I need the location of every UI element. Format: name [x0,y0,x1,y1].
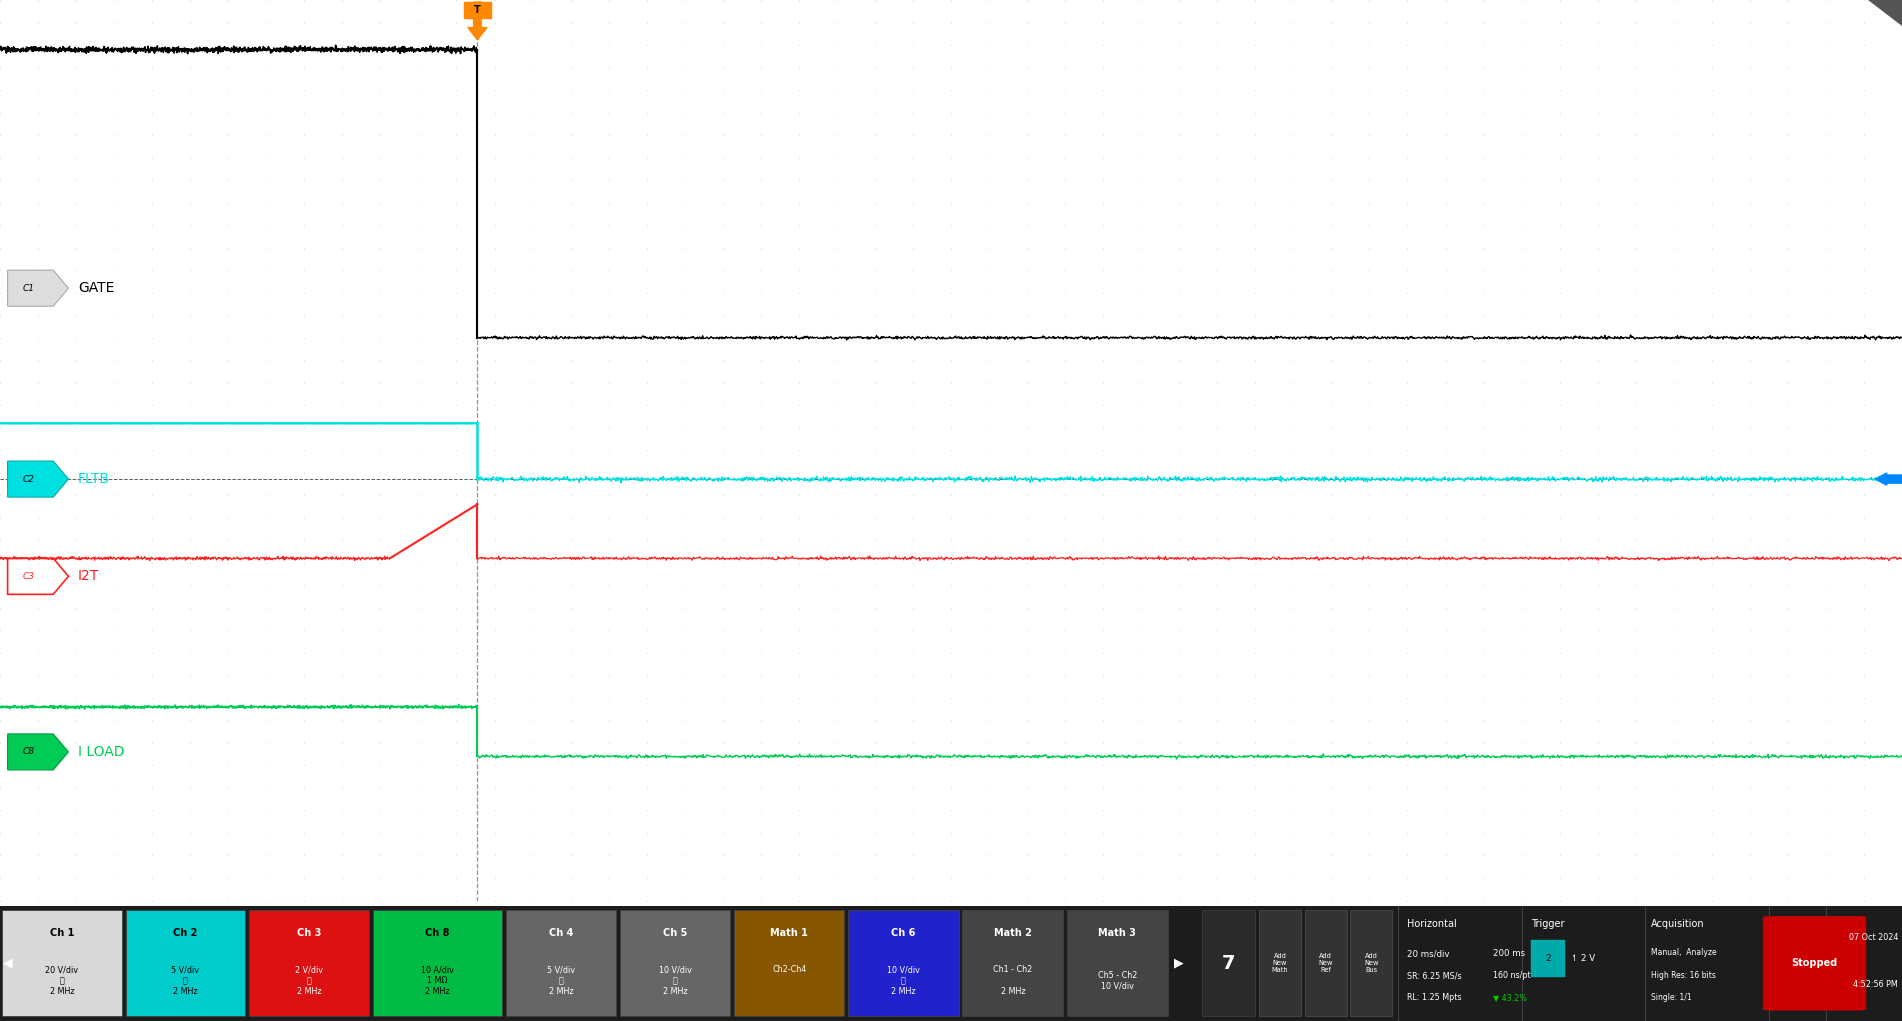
FancyBboxPatch shape [1202,911,1255,1016]
FancyBboxPatch shape [1305,911,1347,1016]
Polygon shape [8,461,68,497]
FancyBboxPatch shape [1259,911,1301,1016]
Text: Ch 2: Ch 2 [173,928,198,938]
Text: 2 V/div
⨽
2 MHz: 2 V/div ⨽ 2 MHz [295,965,323,996]
Text: C1: C1 [23,284,34,293]
Text: 200 ms: 200 ms [1493,950,1525,959]
Text: Ch5 - Ch2
10 V/div: Ch5 - Ch2 10 V/div [1097,971,1137,990]
FancyBboxPatch shape [2,911,122,1016]
Text: Ch1 - Ch2

2 MHz: Ch1 - Ch2 2 MHz [993,965,1033,996]
Text: Acquisition: Acquisition [1651,920,1704,929]
Text: Math 3: Math 3 [1099,928,1135,938]
Text: Single: 1/1: Single: 1/1 [1651,993,1691,1003]
Text: Ch 8: Ch 8 [426,928,449,938]
Text: 07 Oct 2024: 07 Oct 2024 [1849,933,1898,942]
Text: I2T: I2T [78,570,99,583]
Text: FLTB: FLTB [78,472,110,486]
Text: ◀: ◀ [4,957,13,970]
FancyBboxPatch shape [1067,911,1168,1016]
Text: 7: 7 [1221,954,1236,973]
Text: ▶: ▶ [1174,957,1183,970]
FancyBboxPatch shape [848,911,959,1016]
Polygon shape [8,734,68,770]
Text: 10 V/div
⨽
2 MHz: 10 V/div ⨽ 2 MHz [886,965,921,996]
Text: 5 V/div
⨽
2 MHz: 5 V/div ⨽ 2 MHz [548,965,574,996]
FancyBboxPatch shape [620,911,730,1016]
Text: RL: 1.25 Mpts: RL: 1.25 Mpts [1407,993,1463,1003]
Text: 160 ns/pt: 160 ns/pt [1493,971,1531,980]
FancyBboxPatch shape [506,911,616,1016]
Text: Math 1: Math 1 [770,928,808,938]
Text: Ch 4: Ch 4 [550,928,573,938]
Text: Ch 6: Ch 6 [892,928,915,938]
Polygon shape [8,271,68,306]
Text: Trigger: Trigger [1531,920,1565,929]
FancyBboxPatch shape [1763,917,1866,1010]
Text: Ch 3: Ch 3 [297,928,321,938]
FancyBboxPatch shape [962,911,1063,1016]
Text: C2: C2 [23,475,34,484]
Text: 20 ms/div: 20 ms/div [1407,950,1449,959]
Text: C3: C3 [23,572,34,581]
Text: 2: 2 [1546,955,1550,963]
Text: 20 V/div
⨽
2 MHz: 20 V/div ⨽ 2 MHz [46,965,78,996]
FancyBboxPatch shape [373,911,502,1016]
Text: 4:52:56 PM: 4:52:56 PM [1853,979,1898,988]
Text: High Res: 16 bits: High Res: 16 bits [1651,971,1716,980]
Text: ↿ 2 V: ↿ 2 V [1571,955,1596,963]
Text: GATE: GATE [78,281,114,295]
Text: 10 A/div
1 MΩ
2 MHz: 10 A/div 1 MΩ 2 MHz [420,965,455,996]
Text: Ch 5: Ch 5 [664,928,687,938]
Text: C8: C8 [23,747,34,757]
Text: Add
New
Math: Add New Math [1272,954,1288,973]
Text: 5 V/div
⨽
2 MHz: 5 V/div ⨽ 2 MHz [171,965,200,996]
Text: Ch2-Ch4: Ch2-Ch4 [772,965,806,996]
Text: I LOAD: I LOAD [78,745,124,759]
Text: Add
New
Ref: Add New Ref [1318,954,1333,973]
Text: Manual,  Analyze: Manual, Analyze [1651,949,1718,958]
Text: Stopped: Stopped [1792,959,1837,968]
Text: Horizontal: Horizontal [1407,920,1457,929]
FancyBboxPatch shape [734,911,844,1016]
Text: ▼ 43.2%: ▼ 43.2% [1493,993,1527,1003]
FancyBboxPatch shape [1531,940,1565,977]
Text: Ch 1: Ch 1 [49,928,74,938]
FancyBboxPatch shape [1350,911,1392,1016]
FancyBboxPatch shape [249,911,369,1016]
Text: Add
New
Bus: Add New Bus [1364,954,1379,973]
FancyBboxPatch shape [126,911,245,1016]
Text: SR: 6.25 MS/s: SR: 6.25 MS/s [1407,971,1463,980]
Text: 10 V/div
⨽
2 MHz: 10 V/div ⨽ 2 MHz [658,965,692,996]
Text: T: T [474,5,481,15]
Text: Math 2: Math 2 [995,928,1031,938]
